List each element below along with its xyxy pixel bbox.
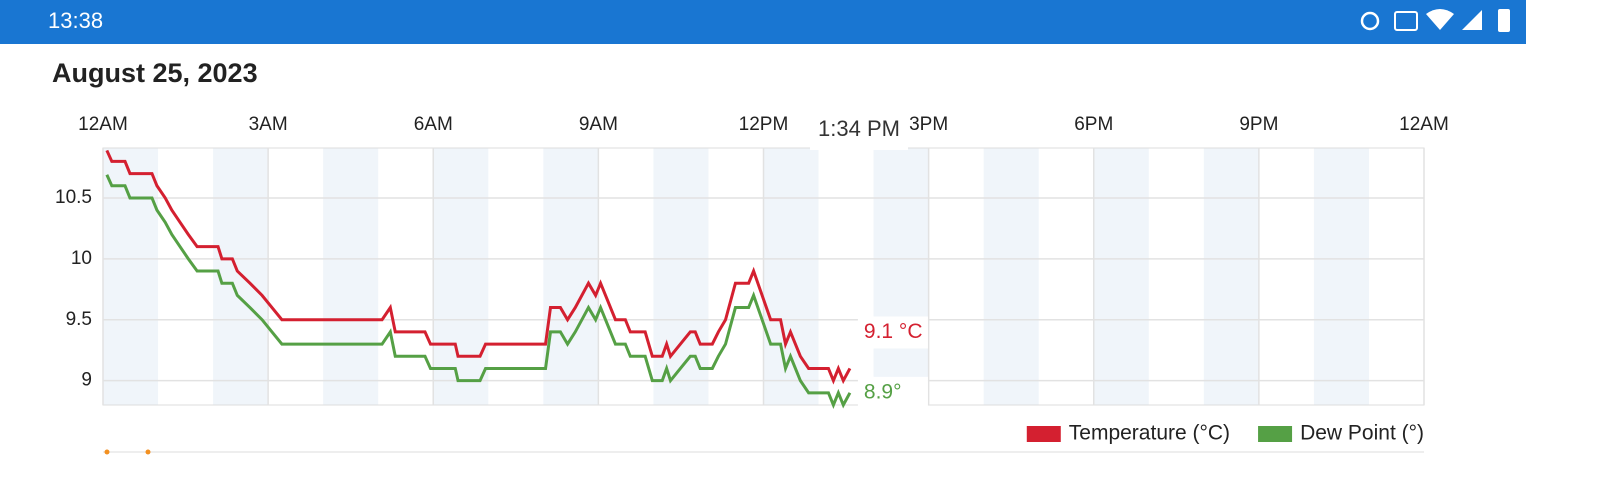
- end-label: 8.9°: [864, 380, 902, 403]
- x-tick-label: 12AM: [78, 114, 128, 135]
- x-tick-label: 9AM: [579, 114, 618, 135]
- hour-band: [323, 148, 379, 405]
- legend-swatch: [1258, 426, 1293, 442]
- x-tick-label: 6AM: [414, 114, 453, 135]
- hour-band: [103, 148, 159, 405]
- tooltip-bg: [810, 112, 908, 150]
- next-chart-dot: [104, 449, 110, 455]
- x-tick-label: 3PM: [909, 114, 948, 135]
- hour-band: [653, 148, 709, 405]
- chart-title: August 25, 2023: [52, 58, 258, 88]
- series-line: [105, 174, 852, 409]
- hour-band: [763, 148, 819, 405]
- hour-band: [433, 148, 489, 405]
- x-tick-label: 12PM: [739, 114, 789, 135]
- hour-band: [1203, 148, 1259, 405]
- x-tick-label: 9PM: [1239, 114, 1278, 135]
- end-label: 9.1 °C: [864, 320, 923, 343]
- legend-label: Temperature (°C): [1069, 422, 1230, 445]
- end-label-bg: [857, 316, 928, 349]
- y-tick-label: 10.5: [55, 187, 92, 208]
- end-label-bg: [857, 376, 928, 409]
- legend-label: Dew Point (°): [1300, 422, 1424, 445]
- y-tick-label: 10: [71, 248, 92, 269]
- x-tick-label: 3AM: [249, 114, 288, 135]
- hour-band: [1093, 148, 1149, 405]
- status-bar: [0, 0, 1526, 44]
- tooltip-time: 1:34 PM: [818, 116, 900, 141]
- series-line: [105, 149, 852, 385]
- x-tick-label: 12AM: [1399, 114, 1449, 135]
- x-tick-label: 6PM: [1074, 114, 1113, 135]
- y-tick-label: 9: [81, 370, 92, 391]
- hour-band: [1313, 148, 1369, 405]
- hour-band: [983, 148, 1039, 405]
- hour-band: [873, 148, 929, 405]
- status-icons: [1360, 9, 1510, 32]
- hour-band: [543, 148, 599, 405]
- plot: 9 9.5 10 10.5 12AM 3AM 6AM 9AM 12PM 3PM 6PM 9PM 12AM…: [55, 112, 1449, 445]
- hour-band: [213, 148, 269, 405]
- status-time: 13:38: [48, 8, 103, 33]
- legend-swatch: [1026, 426, 1061, 442]
- next-chart-dot: [145, 449, 151, 455]
- y-tick-label: 9.5: [66, 309, 92, 330]
